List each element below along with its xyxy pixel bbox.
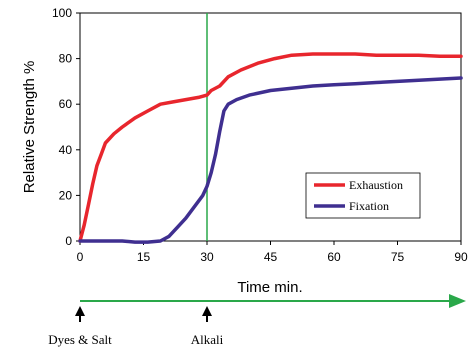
x-tick-label: 90 xyxy=(454,250,468,264)
series-line-fixation xyxy=(78,76,463,244)
y-tick-label: 40 xyxy=(59,143,73,157)
series-line-exhaustion xyxy=(78,52,463,243)
timeline-arrowhead xyxy=(449,294,466,308)
series-group xyxy=(78,52,463,244)
y-axis-label: Relative Strength % xyxy=(21,61,38,194)
legend-label-exhaustion: Exhaustion xyxy=(349,178,403,192)
legend-label-fixation: Fixation xyxy=(349,199,389,213)
timeline-marker-arrowhead xyxy=(202,306,212,316)
y-tick-label: 100 xyxy=(52,6,72,20)
legend-box xyxy=(305,172,421,219)
x-tick-label: 75 xyxy=(391,250,405,264)
y-tick-label: 60 xyxy=(59,97,73,111)
timeline-marker-label: Dyes & Salt xyxy=(48,332,112,347)
x-tick-label: 60 xyxy=(327,250,341,264)
x-tick-label: 15 xyxy=(137,250,151,264)
y-tick-label: 0 xyxy=(65,234,72,248)
x-axis-label: Time min. xyxy=(237,279,302,296)
legend: Exhaustion Fixation xyxy=(305,172,421,219)
x-tick-label: 0 xyxy=(77,250,84,264)
x-tick-label: 30 xyxy=(200,250,214,264)
timeline-marker-label: Alkali xyxy=(191,332,224,347)
x-tick-label: 45 xyxy=(264,250,278,264)
timeline-markers: Dyes & Salt Alkali xyxy=(48,306,224,347)
y-tick-label: 20 xyxy=(59,188,73,202)
y-tick-label: 80 xyxy=(59,52,73,66)
timeline-marker-arrowhead xyxy=(75,306,85,316)
x-axis-ticks: 0 15 30 45 60 75 90 xyxy=(77,241,468,264)
y-axis-ticks: 0 20 40 60 80 100 xyxy=(52,6,80,248)
timeline: Dyes & Salt Alkali xyxy=(48,294,466,347)
